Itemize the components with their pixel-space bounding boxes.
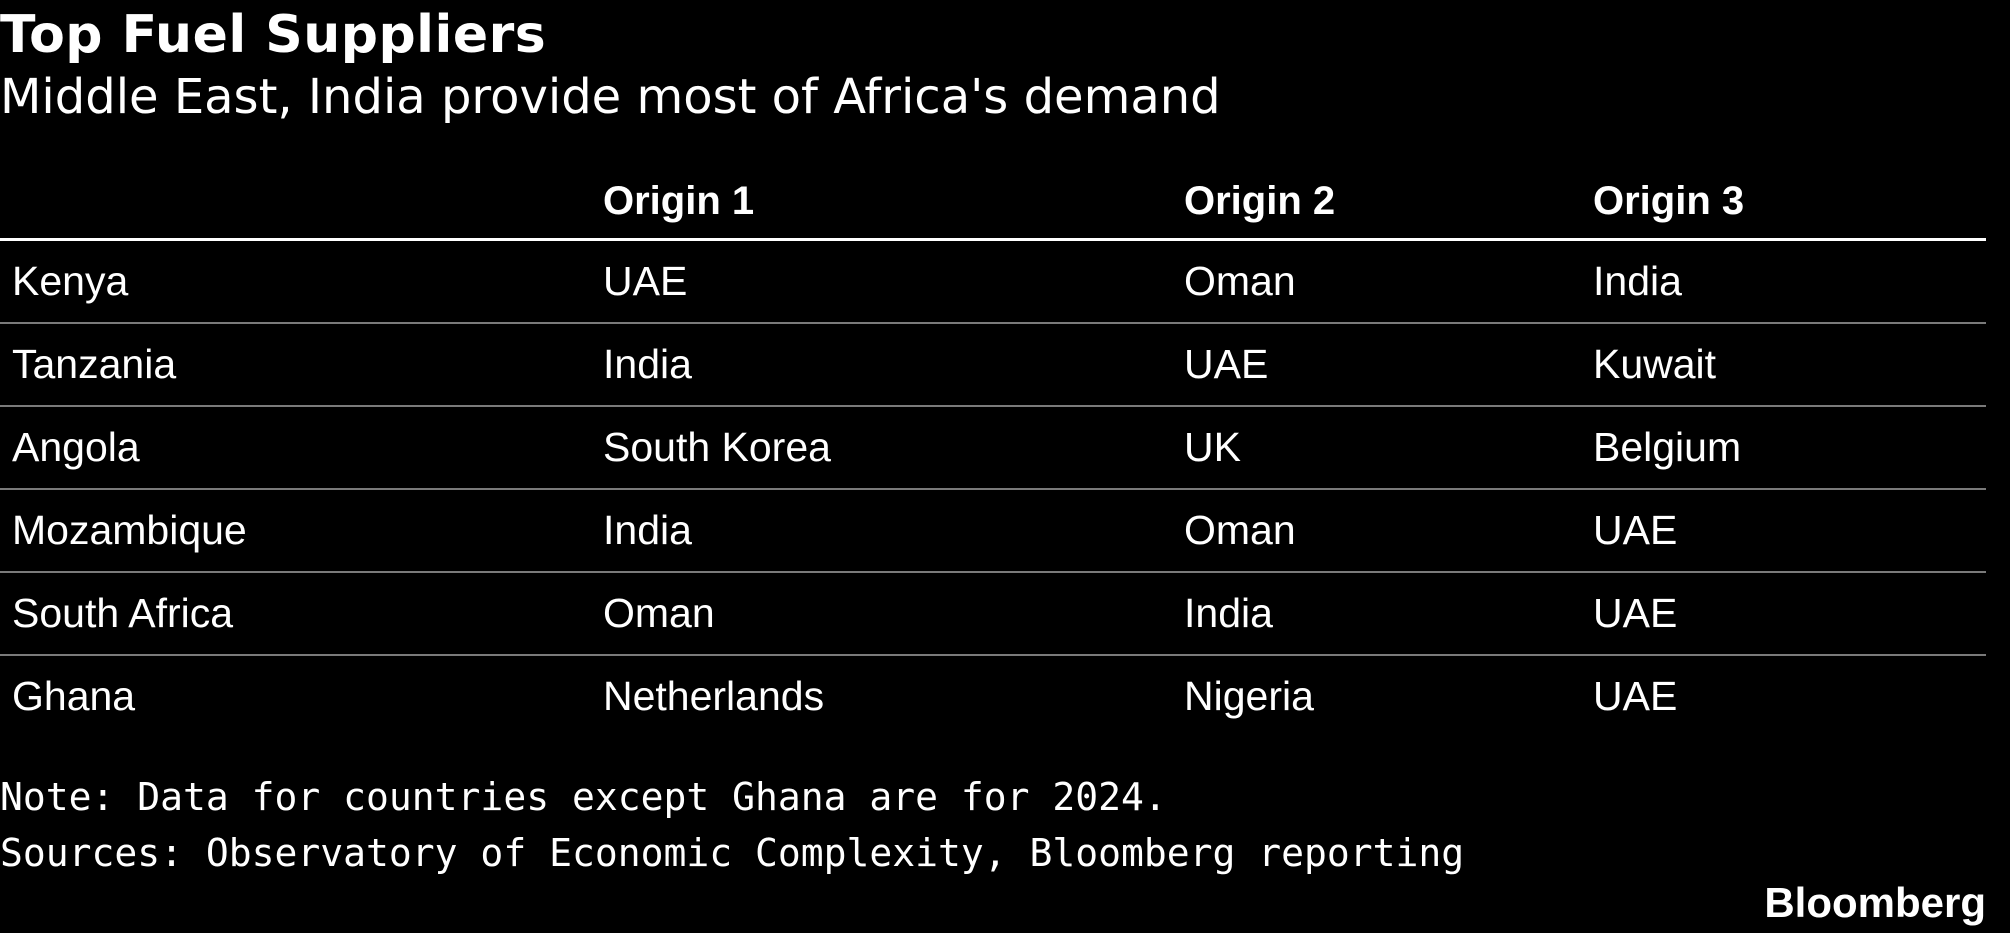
chart-title: Top Fuel Suppliers bbox=[0, 5, 547, 65]
table-cell-origin-1: Netherlands bbox=[603, 673, 825, 719]
table-cell-origin-1: South Korea bbox=[603, 424, 831, 470]
table-row: Ghana Netherlands Nigeria UAE bbox=[0, 656, 1986, 737]
table-cell-country: Mozambique bbox=[12, 507, 247, 553]
table-cell-origin-1: India bbox=[603, 507, 692, 553]
table-cell-origin-2: Oman bbox=[1184, 258, 1296, 304]
table-cell-origin-3: UAE bbox=[1593, 673, 1678, 719]
table-cell-origin-1: UAE bbox=[603, 258, 688, 304]
header-cell-origin-2: Origin 2 bbox=[1184, 179, 1336, 223]
table-cell-origin-1: Oman bbox=[603, 590, 715, 636]
table-cell-origin-2: Oman bbox=[1184, 507, 1296, 553]
table-cell-country: South Africa bbox=[12, 590, 234, 636]
table-row: South Africa Oman India UAE bbox=[0, 573, 1986, 656]
suppliers-table: Origin 1 Origin 2 Origin 3 Kenya UAE Oma… bbox=[0, 168, 1986, 737]
table-cell-origin-2: Nigeria bbox=[1184, 673, 1314, 719]
table-cell-origin-1: India bbox=[603, 341, 692, 387]
header-cell-origin-1: Origin 1 bbox=[603, 179, 755, 223]
table-cell-country: Angola bbox=[12, 424, 140, 470]
table-header-row: Origin 1 Origin 2 Origin 3 bbox=[0, 168, 1986, 241]
table-row: Kenya UAE Oman India bbox=[0, 241, 1986, 324]
table-row: Angola South Korea UK Belgium bbox=[0, 407, 1986, 490]
table-cell-origin-2: UK bbox=[1184, 424, 1241, 470]
table-cell-country: Ghana bbox=[12, 673, 136, 719]
table-cell-origin-3: Kuwait bbox=[1593, 341, 1717, 387]
table-cell-origin-3: UAE bbox=[1593, 507, 1678, 553]
table-row: Mozambique India Oman UAE bbox=[0, 490, 1986, 573]
footnote: Note: Data for countries except Ghana ar… bbox=[0, 775, 1167, 819]
chart-subtitle: Middle East, India provide most of Afric… bbox=[0, 69, 1221, 125]
table-row: Tanzania India UAE Kuwait bbox=[0, 324, 1986, 407]
table-cell-origin-3: UAE bbox=[1593, 590, 1678, 636]
header-cell-origin-3: Origin 3 bbox=[1593, 179, 1745, 223]
table-cell-origin-2: India bbox=[1184, 590, 1273, 636]
table-cell-origin-2: UAE bbox=[1184, 341, 1269, 387]
table-cell-origin-3: India bbox=[1593, 258, 1682, 304]
table-cell-country: Tanzania bbox=[12, 341, 177, 387]
table-cell-origin-3: Belgium bbox=[1593, 424, 1742, 470]
bloomberg-logo: Bloomberg bbox=[1764, 879, 1986, 926]
table-cell-country: Kenya bbox=[12, 258, 129, 304]
source-line: Sources: Observatory of Economic Complex… bbox=[0, 831, 1465, 875]
